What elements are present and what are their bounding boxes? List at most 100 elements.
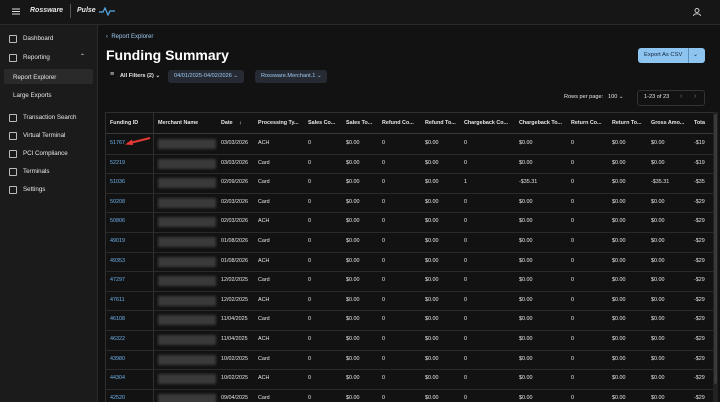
table-cell: $0.00 bbox=[519, 252, 565, 272]
table-cell: $0.00 bbox=[612, 369, 645, 389]
table-cell: -$35.31 bbox=[651, 173, 688, 193]
table-cell: Card bbox=[258, 271, 302, 291]
filter-chip[interactable]: All Filters (2) ⌄ bbox=[120, 70, 160, 83]
table-cell: 0 bbox=[382, 389, 419, 402]
funding-id-link[interactable]: 50806 bbox=[110, 212, 152, 232]
table-cell: 0 bbox=[464, 291, 513, 311]
table-cell: 09/04/2025 bbox=[221, 389, 252, 402]
redacted-name bbox=[158, 257, 216, 267]
table-cell: 0 bbox=[382, 350, 419, 370]
nav-subitem[interactable]: Report Explorer bbox=[13, 74, 56, 81]
table-cell: -$29 bbox=[694, 212, 714, 232]
export-button[interactable]: Export As CSV ⌄ bbox=[638, 48, 705, 63]
table-cell: -$29 bbox=[694, 350, 714, 370]
nav-item[interactable]: PCI Compliance bbox=[23, 150, 68, 157]
filter-label[interactable]: All Filters (2) bbox=[120, 73, 154, 79]
table-cell: 03/03/2026 bbox=[221, 134, 252, 154]
column-header: Refund To... bbox=[425, 113, 458, 133]
table-cell: $0.00 bbox=[425, 350, 458, 370]
table-cell: $0.00 bbox=[612, 154, 645, 174]
funding-id-link[interactable]: 52219 bbox=[110, 154, 152, 174]
table-cell: $0.00 bbox=[346, 232, 376, 252]
filter-label[interactable]: Rossware.Merchant.1 bbox=[261, 73, 315, 79]
next[interactable]: › bbox=[694, 93, 696, 100]
column-header: Funding ID bbox=[110, 113, 152, 133]
nav-item[interactable]: Virtual Terminal bbox=[23, 132, 65, 139]
table-cell: 02/09/2026 bbox=[221, 173, 252, 193]
funding-id-link[interactable]: 46108 bbox=[110, 310, 152, 330]
table-cell: 0 bbox=[571, 252, 606, 272]
table-cell: $0.00 bbox=[612, 350, 645, 370]
table-cell: $0.00 bbox=[612, 330, 645, 350]
table-cell: 0 bbox=[464, 134, 513, 154]
sidebar: Dashboard Reporting ⌃ Report Explorer Large … bbox=[0, 25, 98, 402]
nav-item[interactable]: Reporting bbox=[23, 54, 50, 61]
menu-icon[interactable] bbox=[12, 8, 20, 15]
rows-select[interactable]: 100 ⌄ bbox=[608, 94, 624, 100]
breadcrumb-link[interactable]: Report Explorer bbox=[111, 34, 153, 40]
chevron: ⌃ bbox=[80, 53, 85, 60]
table-cell: 0 bbox=[382, 212, 419, 232]
rows-value[interactable]: 100 bbox=[608, 94, 617, 100]
column-header: Return To... bbox=[612, 113, 645, 133]
nav-subitem[interactable]: Large Exports bbox=[13, 92, 52, 99]
table-cell: $0.00 bbox=[612, 291, 645, 311]
nav-item[interactable]: Settings bbox=[23, 186, 45, 193]
table-cell: $0.00 bbox=[519, 389, 565, 402]
table-cell: 0 bbox=[382, 271, 419, 291]
filter-chip[interactable]: Rossware.Merchant.1 ⌄ bbox=[255, 70, 327, 83]
funding-id-link[interactable]: 49019 bbox=[110, 232, 152, 252]
table-cell: $0.00 bbox=[346, 193, 376, 213]
table-cell: $0.00 bbox=[519, 232, 565, 252]
redacted-name bbox=[158, 355, 216, 365]
table-cell: $0.00 bbox=[612, 173, 645, 193]
table-cell: $0.00 bbox=[346, 291, 376, 311]
table-cell: $0.00 bbox=[346, 369, 376, 389]
funding-id-link[interactable]: 47611 bbox=[110, 291, 152, 311]
funding-id-link[interactable]: 43980 bbox=[110, 350, 152, 370]
nav-icon bbox=[9, 132, 17, 140]
filter-label[interactable]: 04/01/2025-04/02/2026 bbox=[174, 73, 232, 79]
table-cell: ACH bbox=[258, 252, 302, 272]
funding-id-link[interactable]: 50208 bbox=[110, 193, 152, 213]
table-cell: $0.00 bbox=[519, 369, 565, 389]
filter-chip[interactable]: 04/01/2025-04/02/2026 ⌄ bbox=[168, 70, 244, 83]
funding-id-link[interactable]: 42520 bbox=[110, 389, 152, 402]
redacted-name bbox=[158, 198, 216, 208]
range: 1-23 of 23 bbox=[644, 94, 669, 100]
table-cell: -$29 bbox=[694, 310, 714, 330]
prev[interactable]: ‹ bbox=[680, 93, 682, 100]
funding-id-link[interactable]: 46322 bbox=[110, 330, 152, 350]
column-header: Date bbox=[221, 113, 252, 133]
funding-id-link[interactable]: 47297 bbox=[110, 271, 152, 291]
nav-item[interactable]: Transaction Search bbox=[23, 114, 76, 121]
table-cell: $0.00 bbox=[651, 252, 688, 272]
table-cell: $0.00 bbox=[346, 389, 376, 402]
table-cell: $0.00 bbox=[425, 330, 458, 350]
sort-icon: ↓ bbox=[239, 120, 242, 126]
table-cell: -$29 bbox=[694, 330, 714, 350]
nav-item[interactable]: Terminals bbox=[23, 168, 49, 175]
user-icon[interactable] bbox=[693, 8, 701, 16]
table-cell: -$29 bbox=[694, 389, 714, 402]
nav-item[interactable]: Dashboard bbox=[23, 35, 53, 42]
funding-id-link[interactable]: 44304 bbox=[110, 369, 152, 389]
funding-id-link[interactable]: 51036 bbox=[110, 173, 152, 193]
table-cell: 0 bbox=[571, 173, 606, 193]
table-cell: $0.00 bbox=[519, 330, 565, 350]
redacted-name bbox=[158, 139, 216, 149]
export-label[interactable]: Export As CSV bbox=[644, 48, 682, 63]
table-cell: $0.00 bbox=[519, 350, 565, 370]
funding-id-link[interactable]: 49353 bbox=[110, 252, 152, 272]
table-cell: $0.00 bbox=[519, 193, 565, 213]
table-cell: $0.00 bbox=[651, 212, 688, 232]
table-cell: $0.00 bbox=[651, 389, 688, 402]
table-cell: 10/02/2025 bbox=[221, 350, 252, 370]
breadcrumb[interactable]: ‹ Report Explorer bbox=[106, 34, 153, 40]
table-cell: 0 bbox=[382, 291, 419, 311]
table-cell: $0.00 bbox=[612, 310, 645, 330]
nav-icon bbox=[9, 186, 17, 194]
table-cell: 02/03/2026 bbox=[221, 212, 252, 232]
table-cell: -$35.31 bbox=[519, 173, 565, 193]
table-cell: 03/03/2026 bbox=[221, 154, 252, 174]
